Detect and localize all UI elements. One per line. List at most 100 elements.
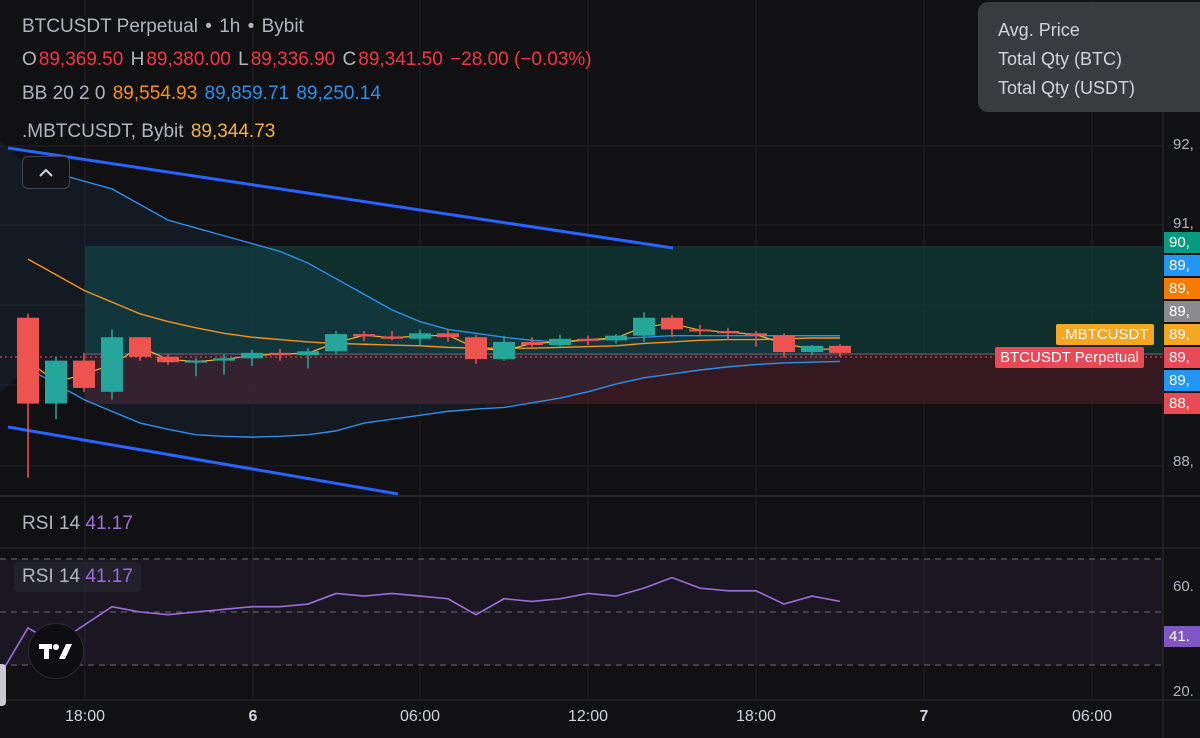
- tooltip-total-qty-usdt: Total Qty (USDT): [998, 78, 1136, 98]
- change-value: −28.00 (−0.03%): [450, 49, 592, 70]
- candle-body: [353, 334, 375, 337]
- tradingview-logo-icon: [39, 644, 72, 659]
- candle-body: [269, 352, 291, 356]
- price-tag: 90,: [1164, 232, 1200, 253]
- candle-body: [101, 337, 123, 392]
- price-axis-label: 88,: [1173, 453, 1194, 470]
- tooltip-avg-price: Avg. Price: [998, 20, 1080, 40]
- time-axis-label: 6: [248, 708, 258, 725]
- high-label: H: [130, 49, 145, 70]
- rsi-axis-label: 20.: [1173, 683, 1194, 700]
- candle-body: [437, 333, 459, 338]
- price-tag: 88,: [1164, 393, 1200, 414]
- rsi-pane: [0, 558, 1163, 676]
- bb-basis-value: 89,554.93: [112, 83, 198, 104]
- mark-label: .MBTCUSDT, Bybit: [22, 121, 184, 142]
- bb-basis-line: [27, 258, 840, 349]
- price-tag: 89,: [1164, 278, 1200, 299]
- low-label: L: [238, 49, 249, 70]
- position-tooltip: Avg. Price Total Qty (BTC) Total Qty (US…: [978, 2, 1200, 112]
- axes-lines: [0, 110, 1200, 738]
- rsi-band: [0, 559, 1163, 665]
- bollinger-fill: [0, 142, 840, 438]
- price-tag: 89,: [1164, 347, 1200, 368]
- legend-separator: •: [205, 16, 212, 37]
- candle-body: [661, 317, 683, 330]
- candle-body: [325, 334, 347, 352]
- bb-lower-line: [27, 360, 841, 438]
- rsi-label: RSI 14: [22, 513, 81, 534]
- rsi-line: [0, 576, 841, 676]
- candle-body: [829, 345, 851, 353]
- candle-body: [745, 333, 767, 336]
- time-axis-label: 06:00: [1071, 708, 1113, 725]
- time-axis-label: 7: [919, 708, 929, 725]
- upper-trendline: [7, 146, 674, 250]
- rsi-label: RSI 14: [22, 566, 81, 587]
- collapse-legend-button[interactable]: [22, 156, 70, 189]
- rsi-axis-label: 60.: [1173, 578, 1194, 595]
- price-tag: 89,: [1164, 324, 1200, 345]
- candle-body: [241, 352, 263, 359]
- rsi-value: 41.17: [85, 566, 133, 587]
- stop-loss-zone: [85, 354, 1163, 404]
- close-value: 89,341.50: [358, 49, 443, 70]
- time-axis-label: 18:00: [64, 708, 106, 725]
- lower-trendline: [7, 425, 399, 496]
- candle-body: [521, 341, 543, 346]
- rsi-legend-secondary[interactable]: RSI 14 41.17: [14, 562, 141, 592]
- candle-body: [409, 333, 431, 339]
- candle-body: [213, 358, 235, 361]
- tooltip-total-qty-btc: Total Qty (BTC): [998, 49, 1123, 69]
- candle-body: [297, 351, 319, 356]
- bollinger-band-fill: [0, 142, 840, 438]
- price-tag: 89,: [1164, 370, 1200, 391]
- symbol-name: BTCUSDT Perpetual: [22, 16, 198, 37]
- symbol-legend[interactable]: BTCUSDT Perpetual • 1h • Bybit: [22, 16, 306, 38]
- candle-body: [493, 341, 515, 360]
- candle-body: [73, 360, 95, 388]
- candle-body: [129, 337, 151, 357]
- candle-body: [773, 335, 795, 353]
- candle-body: [717, 330, 739, 334]
- candle-body: [577, 338, 599, 341]
- mark-value: 89,344.73: [190, 121, 276, 142]
- candle-body: [17, 317, 39, 404]
- indicator-lines: [0, 146, 1163, 496]
- candle-body: [605, 335, 627, 341]
- price-tag: 89,: [1164, 301, 1200, 322]
- low-value: 89,336.90: [250, 49, 336, 70]
- candles: [17, 312, 851, 478]
- price-axis-label: 91,: [1173, 215, 1194, 232]
- candle-body: [45, 360, 67, 404]
- candle-body: [689, 329, 711, 332]
- candle-body: [801, 345, 823, 353]
- bb-upper-value: 89,859.71: [204, 83, 290, 104]
- time-axis-label: 06:00: [399, 708, 441, 725]
- symbol-price-tag: BTCUSDT Perpetual: [995, 347, 1144, 368]
- candle-body: [157, 356, 179, 363]
- candle-body: [633, 317, 655, 336]
- candle-body: [465, 337, 487, 360]
- bb-upper-line: [27, 164, 840, 343]
- pane-resize-handle[interactable]: [0, 664, 6, 706]
- bb-label: BB 20 2 0: [22, 83, 106, 104]
- ohlc-legend: O 89,369.50 H 89,380.00 L 89,336.90 C 89,341…: [22, 49, 594, 71]
- chevron-up-icon: [39, 168, 53, 177]
- bollinger-legend[interactable]: BB 20 2 0 89,554.93 89,859.71 89,250.14: [22, 83, 383, 105]
- tradingview-logo[interactable]: [28, 623, 84, 679]
- interval: 1h: [219, 16, 241, 37]
- candle-body: [185, 360, 207, 363]
- candle-body: [549, 338, 571, 346]
- candle-body: [381, 336, 403, 339]
- legend-separator: •: [247, 16, 255, 37]
- close-label: C: [342, 49, 357, 70]
- mark-price-legend[interactable]: .MBTCUSDT, Bybit 89,344.73: [22, 121, 277, 143]
- open-label: O: [22, 49, 37, 70]
- rsi-legend[interactable]: RSI 14 41.17: [22, 513, 133, 535]
- rsi-value-tag: 41.: [1164, 626, 1200, 647]
- exchange: Bybit: [261, 16, 304, 37]
- high-value: 89,380.00: [146, 49, 231, 70]
- open-value: 89,369.50: [38, 49, 124, 70]
